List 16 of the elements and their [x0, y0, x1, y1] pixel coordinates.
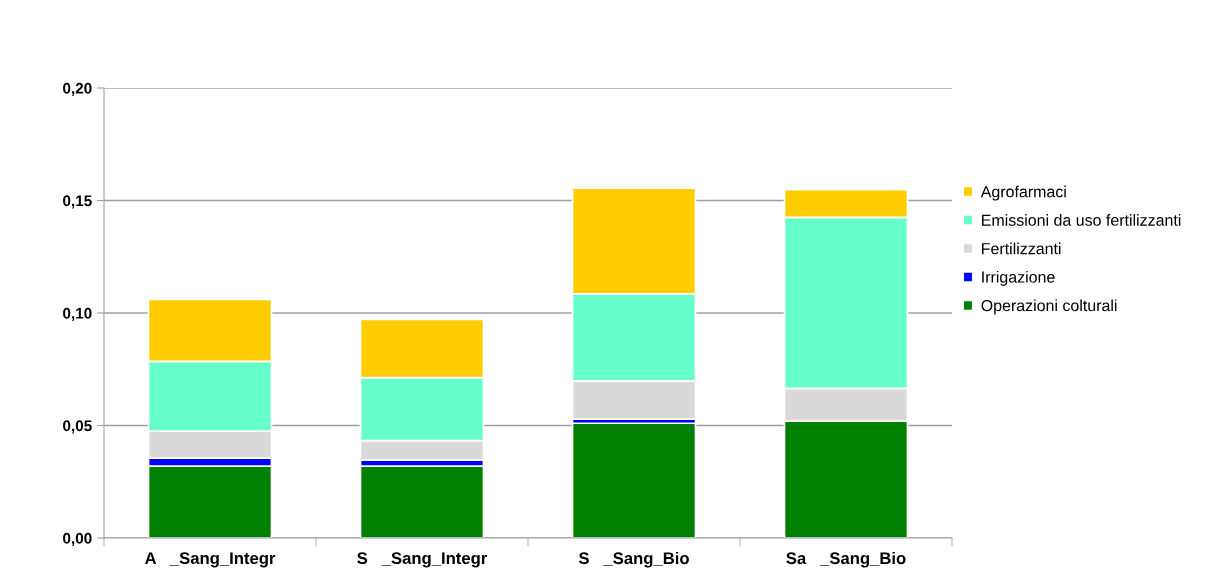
y-tick-label: 0,10	[63, 307, 92, 321]
x-tick-label: S _Sang_Integr	[357, 552, 488, 568]
y-tick-label: 0,20	[63, 82, 92, 96]
x-tick-label: A _Sang_Integr	[144, 552, 276, 568]
y-tick-label: 0,00	[63, 532, 92, 546]
x-tick-label: S _Sang_Bio	[578, 551, 689, 568]
y-tick-label: 0,15	[63, 195, 92, 209]
bar	[571, 422, 697, 538]
legend-label: Operazioni colturali	[981, 299, 1117, 315]
y-tick-label: 0,05	[63, 420, 92, 434]
bar	[359, 465, 485, 538]
legend-label: Fertilizzanti	[982, 242, 1061, 255]
legend-label: Emissioni da uso fertilizzanti	[982, 214, 1181, 226]
legend-label: Irrigazione	[982, 271, 1055, 286]
x-tick-label: Sa _Sang_Bio	[786, 551, 906, 568]
legend-label: Agrofarmaci	[980, 185, 1066, 201]
